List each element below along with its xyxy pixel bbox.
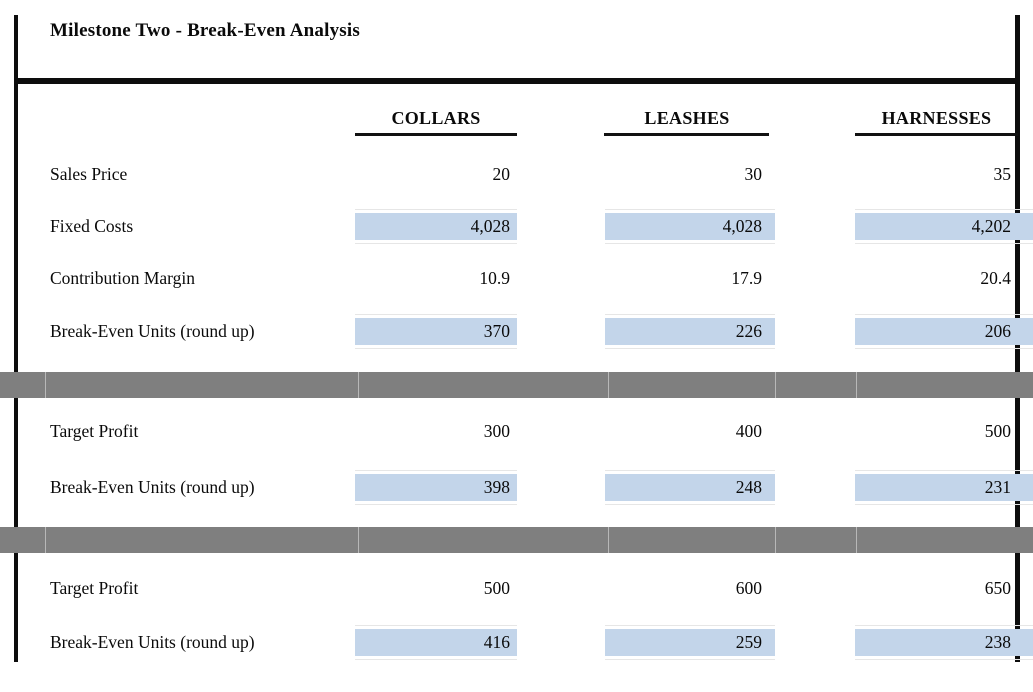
separator-gridline	[45, 527, 46, 553]
cell-harnesses-highlighted: 238	[855, 625, 1033, 660]
cell-leashes: 30	[744, 164, 763, 184]
cell-collars: 300	[483, 421, 510, 441]
cell-leashes: 400	[735, 421, 762, 441]
separator-gridline	[608, 527, 609, 553]
cell-harnesses-highlighted: 206	[855, 314, 1033, 349]
cell-harnesses: 650	[984, 578, 1011, 598]
title-divider-rule	[14, 78, 1020, 84]
cell-harnesses: 20.4	[980, 268, 1011, 288]
column-header-collars: COLLARS	[391, 108, 481, 128]
row-label: Contribution Margin	[50, 268, 196, 288]
cell-leashes-highlighted: 226	[605, 314, 775, 349]
separator-gridline	[358, 372, 359, 398]
row-label: Target Profit	[50, 578, 139, 598]
cell-collars: 10.9	[479, 268, 510, 288]
cell-collars-highlighted: 370	[355, 314, 517, 349]
cell-collars-highlighted: 4,028	[355, 209, 517, 244]
cell-leashes-highlighted: 4,028	[605, 209, 775, 244]
cell-collars: 20	[492, 164, 511, 184]
cell-harnesses: 35	[993, 164, 1012, 184]
cell-harnesses-highlighted: 231	[855, 470, 1033, 505]
leashes-header-underline	[604, 133, 769, 136]
cell-harnesses: 500	[984, 421, 1011, 441]
column-header-harnesses: HARNESSES	[881, 108, 992, 128]
table-row-fixed-costs: Fixed Costs 4,028 4,028 4,202	[0, 209, 1033, 244]
row-label: Break-Even Units (round up)	[50, 632, 255, 652]
row-label: Break-Even Units (round up)	[50, 321, 255, 341]
row-label: Break-Even Units (round up)	[50, 477, 255, 497]
table-row-target-profit: Target Profit 500 600 650	[0, 575, 1033, 602]
table-row-break-even-units: Break-Even Units (round up) 398 248 231	[0, 470, 1033, 505]
cell-leashes-highlighted: 259	[605, 625, 775, 660]
row-label: Sales Price	[50, 164, 128, 184]
column-header-leashes: LEASHES	[644, 108, 730, 128]
table-row-target-profit: Target Profit 300 400 500	[0, 418, 1033, 445]
separator-gridline	[775, 372, 776, 398]
cell-collars: 500	[483, 578, 510, 598]
cell-collars-highlighted: 416	[355, 625, 517, 660]
row-label: Fixed Costs	[50, 216, 134, 236]
left-border-line	[14, 15, 18, 662]
cell-leashes-highlighted: 248	[605, 470, 775, 505]
separator-gridline	[775, 527, 776, 553]
table-row-sales-price: Sales Price 20 30 35	[0, 161, 1033, 188]
table-row-contribution-margin: Contribution Margin 10.9 17.9 20.4	[0, 265, 1033, 292]
harnesses-header-underline	[855, 133, 1018, 136]
collars-header-underline	[355, 133, 517, 136]
page-title: Milestone Two - Break-Even Analysis	[50, 20, 360, 41]
separator-gridline	[45, 372, 46, 398]
separator-gridline	[608, 372, 609, 398]
table-row-break-even-units: Break-Even Units (round up) 370 226 206	[0, 314, 1033, 349]
separator-gridline	[358, 527, 359, 553]
gray-separator-bar	[0, 372, 1033, 398]
cell-collars-highlighted: 398	[355, 470, 517, 505]
separator-gridline	[856, 372, 857, 398]
gray-separator-bar	[0, 527, 1033, 553]
table-row-break-even-units: Break-Even Units (round up) 416 259 238	[0, 625, 1033, 660]
row-label: Target Profit	[50, 421, 139, 441]
cell-harnesses-highlighted: 4,202	[855, 209, 1033, 244]
cell-leashes: 600	[735, 578, 762, 598]
cell-leashes: 17.9	[731, 268, 762, 288]
separator-gridline	[856, 527, 857, 553]
